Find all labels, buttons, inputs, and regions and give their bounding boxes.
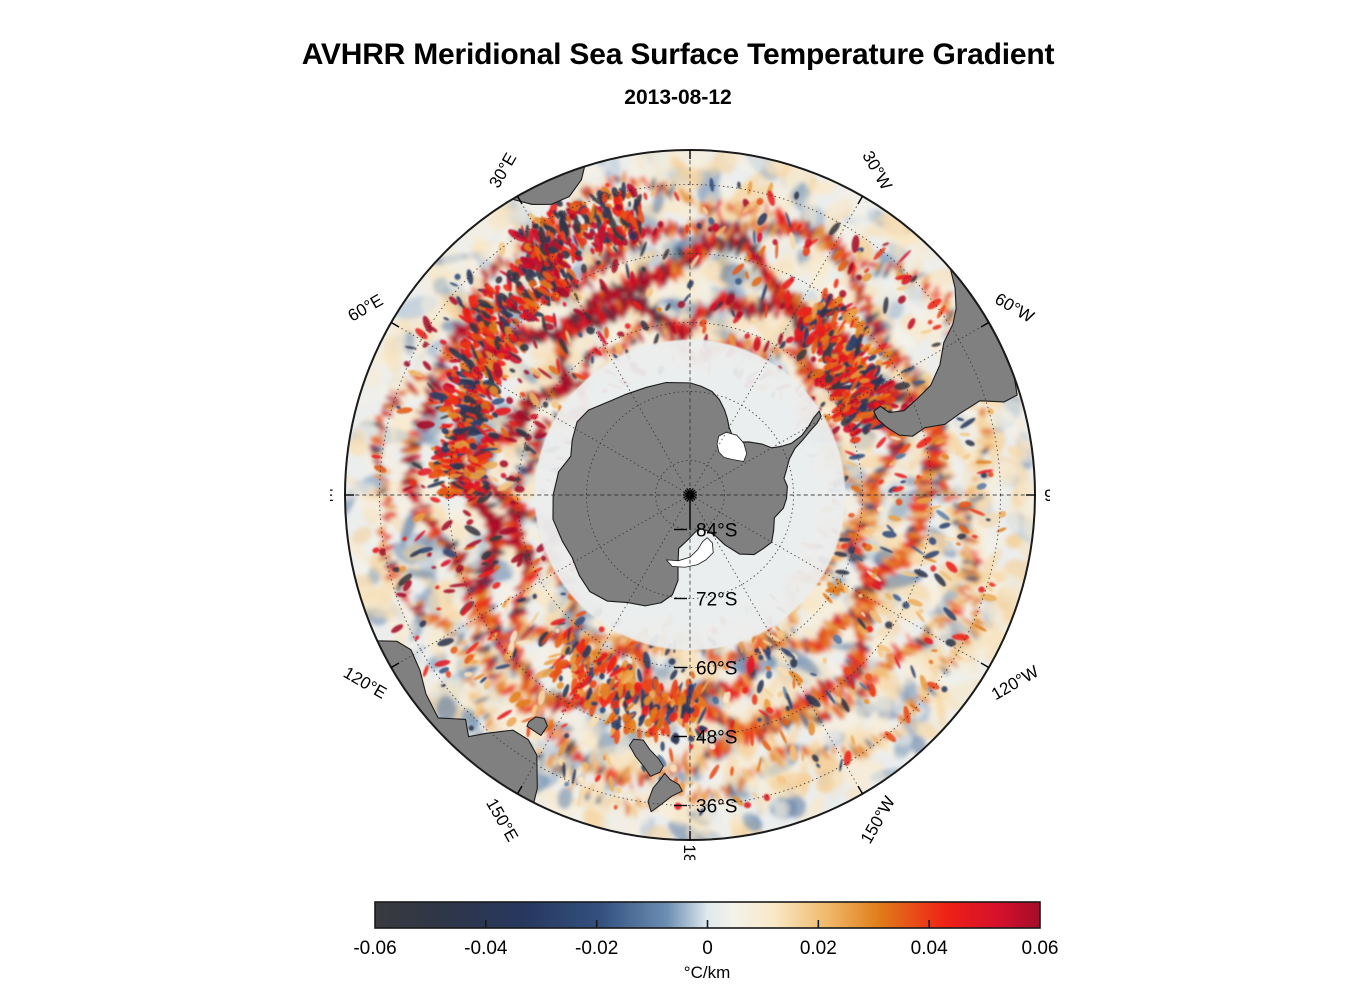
latitude-label: 60°S: [696, 659, 737, 680]
colorbar-tick-label: 0.04: [911, 938, 948, 959]
map-data-disk: [345, 150, 1035, 840]
latitude-label: 72°S: [696, 590, 737, 611]
graticule-meridian: [390, 322, 689, 495]
landmass-new-zealand-north: [647, 772, 683, 813]
graticule-meridian: [390, 495, 689, 668]
landmass-tasmania: [526, 716, 548, 736]
latitude-label: 84°S: [696, 521, 737, 542]
longitude-label: 30°E: [485, 150, 520, 192]
longitude-label: 150°W: [857, 793, 899, 847]
figure-subtitle: 2013-08-12: [624, 86, 732, 109]
longitude-label: 60°W: [992, 289, 1038, 326]
latitude-label: 36°S: [696, 797, 737, 818]
longitude-tick: [980, 662, 990, 669]
landmass-new-zealand-south: [628, 738, 664, 777]
longitude-tick: [390, 662, 400, 669]
longitude-label: 90°W: [1044, 486, 1050, 505]
graticule-parallel: [517, 322, 863, 668]
colorbar-tick-label: -0.06: [353, 938, 396, 959]
graticule-meridian: [517, 195, 690, 494]
colorbar-tick-label: 0.02: [800, 938, 837, 959]
latitude-tick-marks: [674, 495, 691, 807]
page-title: AVHRR Meridional Sea Surface Temperature…: [301, 38, 1055, 71]
colorbar-tick-label: 0: [702, 938, 713, 959]
longitude-tick: [390, 321, 400, 328]
colorbar-panel: -0.06 -0.04 -0.02 0 0.02 0.04 0.06 °C/km: [330, 890, 1060, 995]
longitude-label: 30°W: [858, 148, 895, 194]
ice-shelf-filchner-ronne: [716, 431, 748, 462]
graticule-meridian: [690, 195, 863, 494]
latitude-label: 48°S: [696, 728, 737, 749]
longitude-tick: [857, 785, 864, 795]
graticule-parallel: [448, 253, 932, 737]
graticule-meridian: [517, 496, 690, 795]
longitude-label: 120°E: [340, 663, 390, 703]
longitude-label: 120°W: [988, 662, 1042, 704]
longitude-tick: [857, 195, 864, 205]
longitude-label: 90°E: [330, 486, 334, 505]
longitude-label: 180°W: [680, 844, 699, 860]
polar-map-panel: 0°30°E60°E90°E120°E150°E180°W150°W120°W9…: [330, 135, 1050, 860]
colorbar-tick-label: -0.04: [464, 938, 508, 959]
longitude-label: 60°E: [345, 290, 387, 325]
colorbar: -0.06 -0.04 -0.02 0 0.02 0.04 0.06 °C/km: [353, 901, 1058, 982]
longitude-tick-marks: [345, 150, 1035, 840]
colorbar-tick-label: -0.02: [575, 938, 618, 959]
colorbar-unit-label: °C/km: [684, 963, 730, 982]
longitude-tick: [516, 785, 523, 795]
colorbar-ticks: [485, 920, 930, 928]
graticule-parallel: [586, 391, 794, 599]
graticule-meridian: [690, 496, 863, 795]
colorbar-tick-labels: -0.06 -0.04 -0.02 0 0.02 0.04 0.06: [353, 938, 1058, 959]
longitude-tick: [516, 195, 523, 205]
latitude-labels: 84°S 72°S 60°S 48°S 36°S: [696, 521, 737, 818]
graticule-meridian: [691, 322, 990, 495]
longitude-label: 150°E: [482, 795, 522, 845]
longitude-tick: [980, 321, 990, 328]
polar-stereographic-map: 0°30°E60°E90°E120°E150°E180°W150°W120°W9…: [330, 148, 1050, 860]
graticule-meridian: [691, 495, 990, 668]
colorbar-tick-label: 0.06: [1022, 938, 1059, 959]
ice-shelf-ross: [666, 537, 714, 568]
graticule-parallel: [379, 184, 1001, 806]
